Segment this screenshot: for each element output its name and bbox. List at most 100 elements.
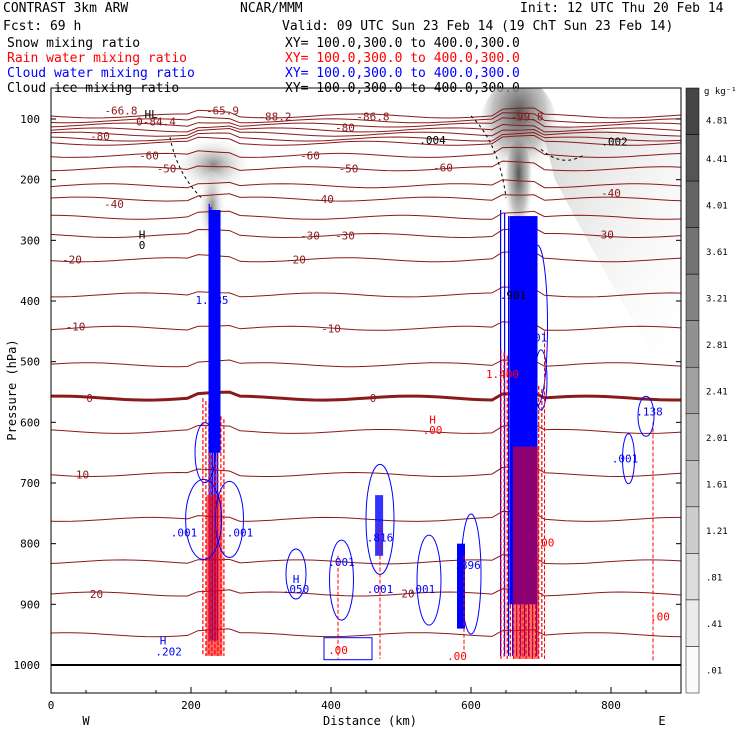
x-tick-label: 400 bbox=[321, 699, 341, 712]
isotherm-line bbox=[51, 146, 681, 158]
extremum-label: H bbox=[429, 413, 436, 426]
extremum-label: -65.9 bbox=[206, 105, 239, 118]
isotherm-line bbox=[51, 359, 681, 368]
isotherm-line bbox=[51, 588, 681, 597]
cloud-water-contour bbox=[637, 395, 655, 437]
extremum-label: .896 bbox=[454, 559, 481, 572]
extremum-label: .202 bbox=[155, 646, 182, 659]
extremum-label: .050 bbox=[283, 583, 310, 596]
colorbar-segment bbox=[685, 87, 700, 135]
model-title: CONTRAST 3km ARW bbox=[3, 1, 129, 16]
colorbar-segment bbox=[685, 413, 700, 461]
extremum-label: HL bbox=[144, 108, 158, 121]
isotherm-label: -10 bbox=[66, 320, 86, 333]
colorbar-segment bbox=[685, 599, 700, 647]
y-tick-label: 500 bbox=[20, 356, 40, 369]
isotherm-label: 0 bbox=[370, 392, 377, 405]
extremum-label: 0 bbox=[139, 239, 146, 252]
colorbar-segment bbox=[685, 134, 700, 182]
isotherm-label: -20 bbox=[62, 254, 82, 267]
field-name-rain: Rain water mixing ratio bbox=[7, 51, 188, 66]
cloud-water-contour bbox=[215, 480, 244, 558]
colorbar-label: .41 bbox=[706, 620, 722, 630]
colorbar-segment bbox=[685, 460, 700, 508]
extremum-label: .001 bbox=[171, 527, 198, 540]
isotherm-line bbox=[51, 465, 681, 478]
isotherm-line bbox=[51, 127, 681, 137]
extremum-label: H bbox=[139, 228, 146, 241]
field-xy-rain: XY= 100.0,300.0 to 400.0,300.0 bbox=[285, 51, 520, 66]
isotherm-label: -50 bbox=[157, 163, 177, 176]
extremum-label: .001 bbox=[227, 527, 254, 540]
cloud-water-contour bbox=[323, 637, 373, 661]
cloud-water-contour bbox=[534, 349, 548, 411]
isotherm-label: -30 bbox=[300, 229, 320, 242]
field-xy-cloud-water: XY= 100.0,300.0 to 400.0,300.0 bbox=[285, 66, 520, 81]
cloud-water-contour bbox=[285, 548, 307, 600]
colorbar-segment bbox=[685, 320, 700, 368]
isotherm-line bbox=[51, 227, 681, 239]
isotherm-line bbox=[51, 107, 681, 119]
isotherm-label: -60 bbox=[433, 162, 453, 175]
colorbar-label: 4.81 bbox=[706, 116, 728, 126]
rain-water-core-east bbox=[513, 446, 539, 659]
isotherm-line bbox=[51, 117, 681, 128]
forecast-hour: Fcst: 69 h bbox=[3, 19, 82, 34]
center-title: NCAR/MMM bbox=[240, 1, 303, 16]
y-tick-label: 200 bbox=[20, 174, 40, 187]
extremum-label: .004 bbox=[419, 134, 446, 147]
isotherm-line bbox=[51, 423, 681, 434]
isotherm-label: 20 bbox=[90, 588, 103, 601]
colorbar-segment bbox=[685, 553, 700, 601]
isotherm-label: -60 bbox=[139, 149, 159, 162]
extremum-label: .00 bbox=[423, 424, 443, 437]
isotherm-line bbox=[51, 131, 681, 142]
colorbar-segment bbox=[685, 180, 700, 228]
colorbar-segment bbox=[685, 273, 700, 321]
extremum-label: -86.8 bbox=[356, 111, 389, 124]
rain-water-core-west bbox=[206, 495, 223, 656]
isotherm-line bbox=[51, 179, 681, 189]
extremum-label: .00 bbox=[447, 650, 467, 663]
colorbar-label: 1.21 bbox=[706, 527, 728, 537]
colorbar-label: 3.61 bbox=[706, 248, 728, 258]
extremum-label: -80 bbox=[335, 121, 355, 134]
isotherm-label: -40 bbox=[601, 187, 621, 200]
colorbar-label: .01 bbox=[706, 667, 722, 677]
x-tick-label: 800 bbox=[601, 699, 621, 712]
cloud-water-core-cell bbox=[375, 495, 384, 556]
hydrometeor-contours bbox=[185, 203, 655, 662]
extremum-label: -66.8 bbox=[104, 105, 137, 118]
isotherm-label: -40 bbox=[104, 198, 124, 211]
extremum-label: .001 bbox=[328, 556, 355, 569]
y-tick-label: 600 bbox=[20, 416, 40, 429]
isotherm-label: -30 bbox=[335, 229, 355, 242]
extremum-label: .00 bbox=[535, 536, 555, 549]
isotherm-label: -60 bbox=[300, 149, 320, 162]
cloud-water-core-west bbox=[208, 210, 221, 453]
colorbar-label: 4.01 bbox=[706, 201, 728, 211]
x-tick-label: 200 bbox=[181, 699, 201, 712]
extremum-label: .138 bbox=[636, 405, 663, 418]
cloud-water-contour bbox=[194, 422, 216, 484]
cloud-ice-contour bbox=[169, 137, 202, 199]
extremum-label: -88.2 bbox=[258, 111, 291, 124]
isotherm-label: -50 bbox=[339, 163, 359, 176]
field-name-snow: Snow mixing ratio bbox=[7, 36, 141, 51]
isotherm-line bbox=[51, 112, 681, 124]
x-axis-west-label: W bbox=[82, 714, 90, 728]
extremum-label: H bbox=[293, 573, 300, 586]
init-time: Init: 12 UTC Thu 20 Feb 14 bbox=[520, 1, 724, 16]
extremum-label: .001 bbox=[409, 583, 436, 596]
isotherm-line bbox=[51, 210, 681, 220]
colorbar-label: 4.41 bbox=[706, 155, 728, 165]
y-tick-label: 400 bbox=[20, 295, 40, 308]
colorbar-label: 3.21 bbox=[706, 294, 728, 304]
extremum-label: 0-84.4 bbox=[136, 115, 176, 128]
y-tick-label: 100 bbox=[20, 113, 40, 126]
cloud-water-contour bbox=[329, 539, 354, 621]
extremum-label: 1.585 bbox=[195, 294, 228, 307]
isotherm-line bbox=[51, 160, 681, 172]
field-xy-snow: XY= 100.0,300.0 to 400.0,300.0 bbox=[285, 36, 520, 51]
